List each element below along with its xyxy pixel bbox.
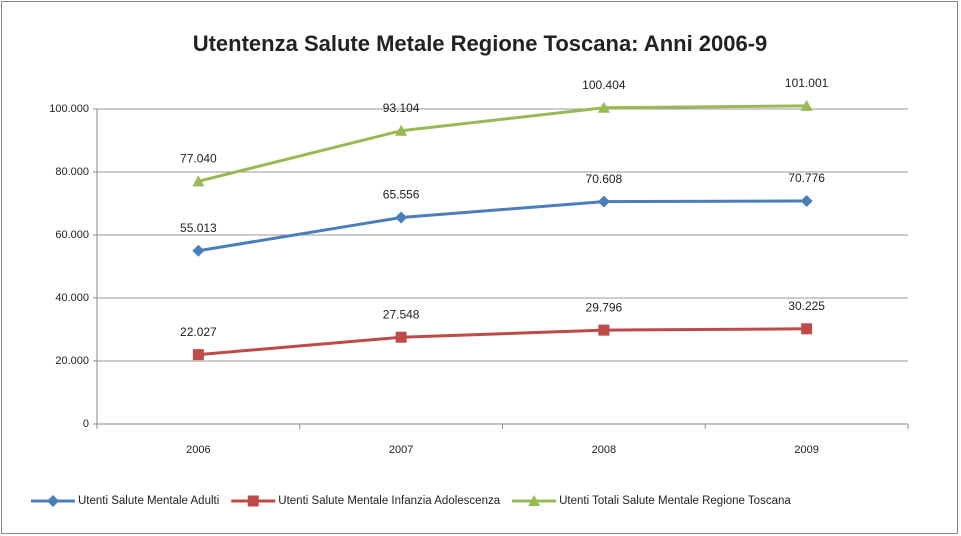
- series-line: [198, 104, 807, 183]
- data-label: 70.608: [586, 172, 623, 186]
- series-line: [198, 199, 807, 253]
- legend-label: Utenti Salute Mentale Adulti: [78, 495, 219, 507]
- data-point: [801, 323, 813, 335]
- data-label: 22.027: [180, 325, 217, 339]
- series-line: [198, 327, 807, 357]
- data-label: 55.013: [180, 221, 217, 235]
- data-point: [800, 195, 813, 208]
- x-tick-label: 2006: [186, 444, 210, 456]
- y-tick-label: 100.000: [49, 103, 89, 115]
- x-tick-label: 2007: [389, 444, 413, 456]
- x-tick-label: 2008: [592, 444, 616, 456]
- data-point: [395, 124, 408, 136]
- legend-label: Utenti Salute Mentale Infanzia Adolescen…: [278, 495, 500, 507]
- y-tick-label: 80.000: [55, 166, 89, 178]
- data-label: 70.776: [788, 171, 825, 185]
- legend-marker: [247, 495, 259, 507]
- data-label: 101.001: [785, 76, 829, 90]
- data-point: [395, 211, 408, 224]
- y-tick-label: 40.000: [55, 292, 89, 304]
- data-label: 27.548: [383, 307, 420, 321]
- data-point: [800, 99, 813, 111]
- data-point: [192, 349, 204, 361]
- chart-title: Utentenza Salute Metale Regione Toscana:…: [193, 31, 768, 56]
- y-tick-label: 0: [83, 418, 89, 430]
- data-label: 30.225: [788, 299, 825, 313]
- data-point: [192, 175, 205, 187]
- data-label: 29.796: [586, 300, 623, 314]
- legend-marker: [47, 495, 59, 507]
- y-tick-label: 20.000: [55, 355, 89, 367]
- data-label: 77.040: [180, 151, 217, 165]
- x-tick-label: 2009: [794, 444, 818, 456]
- y-tick-label: 60.000: [55, 229, 89, 241]
- legend-label: Utenti Totali Salute Mentale Regione Tos…: [559, 495, 791, 507]
- data-point: [192, 244, 205, 257]
- data-point: [395, 331, 407, 343]
- data-label: 65.556: [383, 188, 420, 202]
- legend-marker: [528, 495, 541, 506]
- data-label: 93.104: [383, 101, 420, 115]
- data-point: [598, 324, 610, 336]
- data-point: [597, 101, 610, 113]
- data-label: 100.404: [582, 78, 626, 92]
- data-point: [597, 195, 610, 208]
